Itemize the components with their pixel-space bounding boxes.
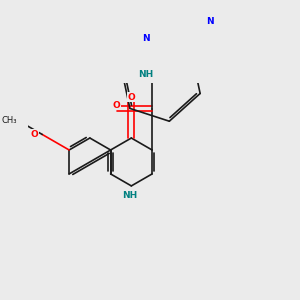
Text: O: O: [128, 93, 135, 102]
Text: N: N: [206, 17, 214, 26]
Text: NH: NH: [138, 70, 154, 79]
Text: NH: NH: [122, 190, 137, 200]
Text: O: O: [30, 130, 38, 139]
Text: N: N: [142, 34, 150, 43]
Text: CH₃: CH₃: [1, 116, 17, 125]
Text: O: O: [113, 101, 121, 110]
